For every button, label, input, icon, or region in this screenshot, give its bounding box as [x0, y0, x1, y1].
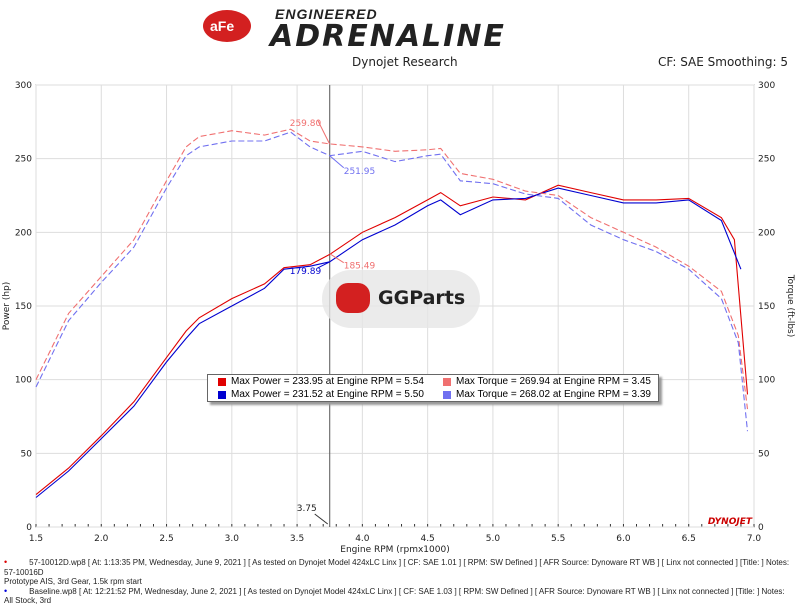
x-tick-label: 4.0: [355, 534, 370, 544]
legend-label: Max Power = 233.95 at Engine RPM = 5.54: [231, 376, 424, 387]
chart-legend: Max Power = 233.95 at Engine RPM = 5.54 …: [207, 374, 659, 402]
legend-swatch: [443, 390, 451, 399]
y-tick-label: 50: [21, 449, 33, 459]
series-line-torque-57-10012d: [35, 128, 749, 410]
legend-label: Max Torque = 268.02 at Engine RPM = 3.39: [456, 389, 651, 400]
watermark-text: GGParts: [378, 287, 466, 309]
legend-item: Max Torque = 268.02 at Engine RPM = 3.39: [433, 389, 658, 400]
y2-tick-label: 100: [758, 376, 775, 386]
y2-axis-label: Torque (ft-lbs): [785, 274, 795, 338]
cursor-pointer: [314, 513, 329, 525]
y2-tick-label: 0: [758, 523, 764, 533]
x-tick-label: 5.5: [551, 534, 565, 544]
x-tick-label: 2.5: [159, 534, 173, 544]
x-axis-label: Engine RPM (rpmx1000): [340, 545, 449, 555]
y-axis-label: Power (hp): [2, 282, 12, 331]
run2-notes: Baseline.wp8 [ At: 12:21:52 PM, Wednesda…: [4, 586, 785, 606]
y-tick-label: 100: [15, 376, 32, 386]
x-tick-label: 4.5: [420, 534, 434, 544]
x-tick-label: 3.0: [225, 534, 240, 544]
series-line-power-57-10012d: [35, 184, 749, 496]
x-tick-label: 6.5: [682, 534, 696, 544]
run1-notes-cont: Prototype AIS, 3rd Gear, 1.5k rpm start: [4, 577, 142, 586]
x-tick-label: 3.5: [290, 534, 304, 544]
annotation-arrow: [329, 155, 345, 169]
y2-tick-label: 200: [758, 228, 775, 238]
y2-tick-label: 150: [758, 302, 775, 312]
annotation-arrow: [317, 120, 331, 145]
data-annotation: 185.49: [344, 262, 376, 272]
y-tick-label: 150: [15, 302, 32, 312]
legend-swatch: [218, 377, 226, 386]
y2-tick-label: 250: [758, 155, 775, 165]
x-tick-label: 7.0: [747, 534, 762, 544]
legend-item: Max Power = 233.95 at Engine RPM = 5.54: [208, 376, 433, 387]
svg-text:ADRENALINE: ADRENALINE: [268, 19, 506, 50]
x-tick-label: 1.5: [29, 534, 43, 544]
run-notes-footer: • 57-10012D.wp8 [ At: 1:13:35 PM, Wednesd…: [4, 557, 792, 606]
chart-subtitle: Dynojet Research: [352, 55, 458, 69]
series-line-torque-baseline: [35, 131, 749, 432]
x-tick-label: 2.0: [94, 534, 109, 544]
x-tick-label: 6.0: [616, 534, 631, 544]
ggparts-logo-icon: [336, 283, 370, 313]
series-line-power-baseline: [35, 187, 742, 498]
y2-tick-label: 300: [758, 81, 775, 91]
svg-text:ENGINEERED: ENGINEERED: [275, 6, 378, 22]
run1-notes: 57-10012D.wp8 [ At: 1:13:35 PM, Wednesda…: [4, 558, 790, 577]
legend-item: Max Power = 231.52 at Engine RPM = 5.50: [208, 389, 433, 400]
y2-tick-label: 50: [758, 449, 770, 459]
annotation-arrow: [329, 253, 344, 264]
x-tick-label: 5.0: [486, 534, 501, 544]
watermark: GGParts: [322, 270, 480, 328]
annotation-arrow: [317, 261, 330, 269]
data-annotation: 251.95: [344, 167, 376, 177]
y-tick-label: 250: [15, 155, 32, 165]
legend-label: Max Torque = 269.94 at Engine RPM = 3.45: [456, 376, 651, 387]
y-tick-label: 300: [15, 81, 32, 91]
data-annotation: 179.89: [290, 267, 322, 277]
run2-marker: •: [4, 585, 8, 596]
legend-swatch: [218, 390, 226, 399]
dynojet-brand: DYNOJET: [708, 517, 753, 527]
legend-label: Max Power = 231.52 at Engine RPM = 5.50: [231, 389, 424, 400]
correction-factor-label: CF: SAE Smoothing: 5: [657, 55, 788, 69]
cursor-label: 3.75: [297, 504, 317, 514]
run1-marker: •: [4, 557, 8, 567]
legend-swatch: [443, 377, 451, 386]
y-tick-label: 0: [26, 523, 32, 533]
afe-adrenaline-logo: aFe ENGINEERED ADRENALINE: [203, 6, 506, 50]
legend-item: Max Torque = 269.94 at Engine RPM = 3.45: [433, 376, 658, 387]
y-tick-label: 200: [15, 228, 32, 238]
data-annotation: 259.80: [290, 119, 322, 129]
svg-text:aFe: aFe: [210, 18, 234, 34]
